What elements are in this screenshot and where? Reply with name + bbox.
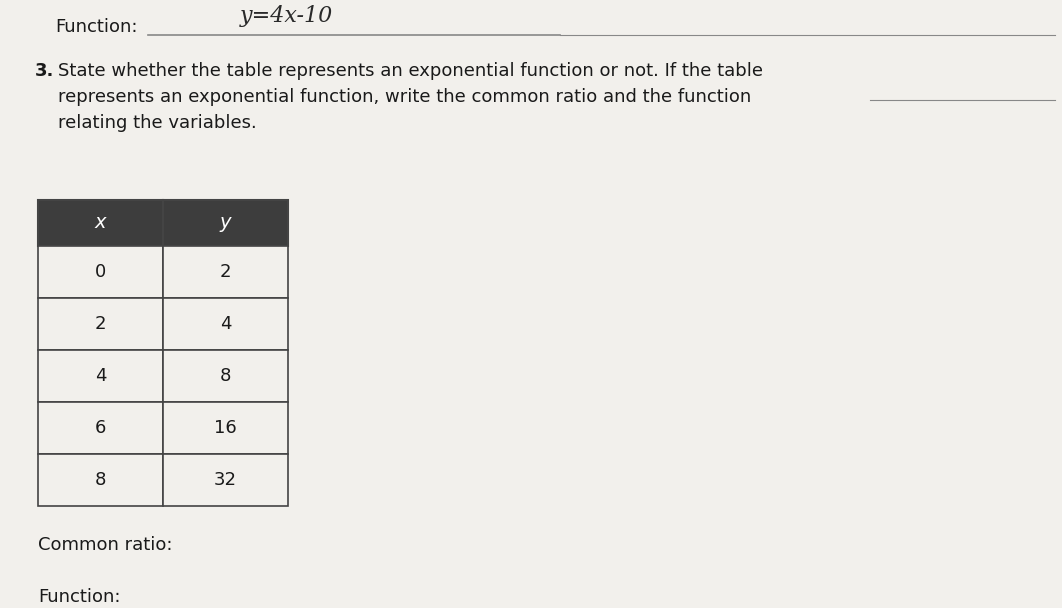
Text: State whether the table represents an exponential function or not. If the table: State whether the table represents an ex…	[58, 62, 763, 80]
Bar	[162, 246, 288, 298]
Text: Function:: Function:	[55, 18, 137, 36]
Bar	[38, 298, 162, 350]
Bar	[38, 246, 162, 298]
Text: 8: 8	[220, 367, 232, 385]
Text: Function:: Function:	[38, 588, 120, 606]
Bar	[162, 402, 288, 454]
Text: 4: 4	[95, 367, 106, 385]
Bar	[162, 350, 288, 402]
Bar	[38, 350, 162, 402]
Text: 6: 6	[95, 419, 106, 437]
Bar	[162, 200, 288, 246]
Text: 0: 0	[95, 263, 106, 281]
Text: y=4x-10: y=4x-10	[240, 5, 333, 27]
Text: represents an exponential function, write the common ratio and the function: represents an exponential function, writ…	[58, 88, 751, 106]
Bar	[162, 454, 288, 506]
Text: Common ratio:: Common ratio:	[38, 536, 172, 554]
Text: 3.: 3.	[35, 62, 54, 80]
Text: 2: 2	[220, 263, 232, 281]
Text: y: y	[220, 213, 232, 232]
Text: 32: 32	[215, 471, 237, 489]
Text: 2: 2	[95, 315, 106, 333]
Text: 4: 4	[220, 315, 232, 333]
Bar	[38, 402, 162, 454]
Bar	[38, 454, 162, 506]
Text: 8: 8	[95, 471, 106, 489]
Bar	[38, 200, 162, 246]
Bar	[162, 298, 288, 350]
Text: x: x	[95, 213, 106, 232]
Text: relating the variables.: relating the variables.	[58, 114, 257, 132]
Text: 16: 16	[215, 419, 237, 437]
